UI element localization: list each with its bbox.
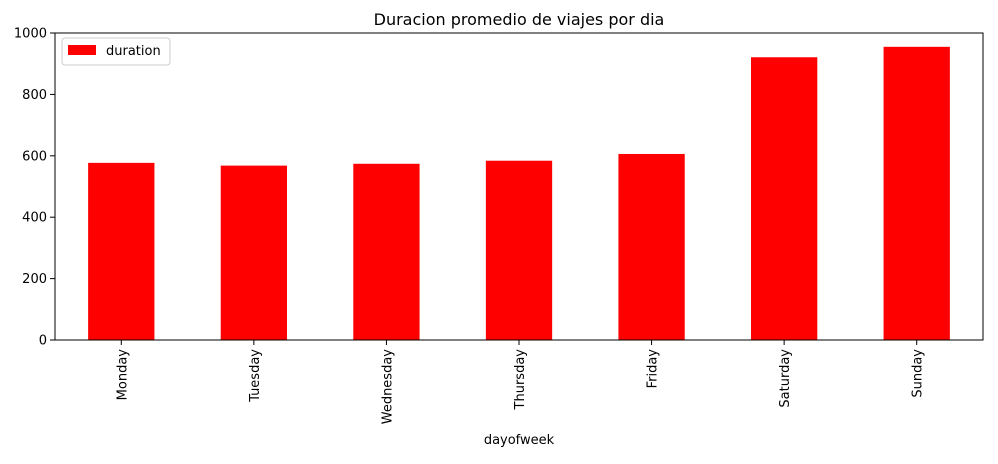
chart-title: Duracion promedio de viajes por dia (374, 10, 665, 29)
y-tick-label: 1000 (14, 27, 47, 42)
legend-swatch (68, 45, 96, 55)
bar-monday (88, 162, 155, 340)
x-tick-label-sunday: Sunday (911, 349, 926, 398)
y-tick-label: 400 (22, 211, 47, 226)
x-tick-label-wednesday: Wednesday (380, 349, 395, 425)
bar-tuesday (220, 165, 287, 340)
plot-frame (54, 32, 984, 341)
x-axis-label: dayofweek (484, 433, 555, 448)
legend-frame (61, 37, 171, 66)
y-tick-label: 200 (22, 272, 47, 287)
y-tick-label: 600 (22, 149, 47, 164)
x-tick-label-saturday: Saturday (778, 349, 793, 408)
y-tick-label: 0 (39, 334, 47, 349)
bar-sunday (883, 46, 950, 341)
bar-thursday (485, 160, 553, 340)
legend: duration (61, 37, 171, 66)
x-tick-label-monday: Monday (115, 349, 130, 401)
bars-layer (88, 46, 950, 341)
bar-wednesday (353, 163, 420, 340)
x-tick-label-thursday: Thursday (513, 349, 528, 411)
x-tick-label-tuesday: Tuesday (248, 349, 263, 403)
y-tick-label: 800 (22, 88, 47, 103)
bar-saturday (751, 57, 818, 340)
bar-friday (618, 153, 685, 340)
x-axis: Monday Tuesday Wednesday Thursday Friday Satu… (115, 340, 926, 425)
y-axis: 0 200 400 600 800 1000 (14, 27, 55, 349)
x-tick-label-friday: Friday (646, 349, 661, 389)
legend-label: duration (106, 44, 161, 59)
